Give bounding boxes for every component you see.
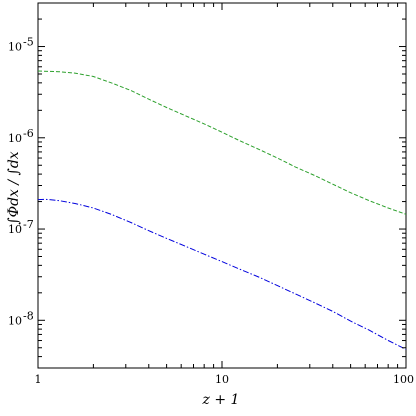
x-tick-label: 1 (35, 373, 42, 386)
y-tick-base: 10 (8, 41, 22, 54)
series-line-1 (37, 70, 407, 215)
y-tick-label: 10 (8, 41, 22, 54)
plot-area (37, 2, 407, 369)
plot-frame (37, 2, 407, 369)
y-tick-base: 10 (8, 314, 22, 327)
y-axis-label: ∫Φdx / ∫dx (6, 151, 22, 225)
x-axis-label: z + 1 (202, 392, 240, 408)
x-tick-label: 100 (393, 373, 414, 386)
y-tick-label: 10 (8, 314, 22, 327)
y-tick-exponent: -8 (23, 309, 34, 322)
y-tick-exponent: -6 (23, 127, 34, 140)
x-tick-label: 10 (215, 373, 229, 386)
y-tick-exponent: -5 (23, 36, 34, 49)
y-tick-base: 10 (8, 223, 22, 236)
series-layer (37, 70, 407, 350)
series-line-2 (37, 198, 407, 350)
y-tick-label: 10 (8, 223, 22, 236)
y-tick-base: 10 (8, 132, 22, 145)
y-tick-exponent: -7 (23, 218, 34, 231)
y-tick-label: 10 (8, 132, 22, 145)
